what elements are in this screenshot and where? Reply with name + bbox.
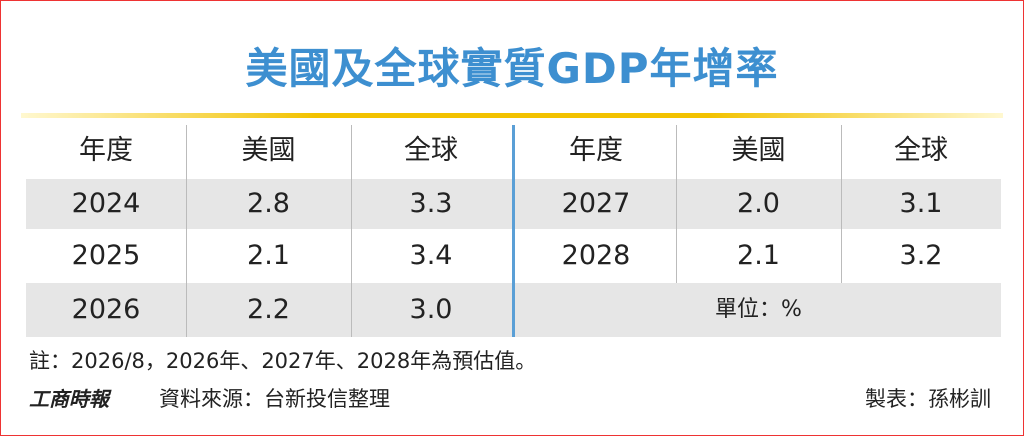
table-cell: 2.1	[247, 240, 290, 271]
table-cell: 2.2	[247, 294, 290, 325]
table-cell: 3.4	[409, 240, 453, 271]
column-header: 全球	[894, 135, 948, 166]
title-underline	[21, 113, 1003, 118]
source: 資料來源：台新投信整理	[159, 387, 390, 411]
column-header: 年度	[79, 135, 133, 166]
table-cell: 2025	[71, 240, 141, 271]
table-cell: 2024	[71, 188, 141, 219]
column-divider	[841, 125, 842, 283]
table-cell: 2026	[71, 294, 141, 325]
table-cell: 3.0	[409, 294, 453, 325]
column-divider	[351, 125, 352, 337]
unit: 單位：%	[715, 297, 802, 322]
column-divider	[186, 125, 187, 337]
table-cell: 3.2	[899, 240, 943, 271]
table-cell: 3.3	[409, 188, 453, 219]
table-separator	[512, 125, 515, 337]
logo: 工商時報	[29, 387, 109, 411]
column-divider	[676, 125, 677, 283]
column-header: 全球	[404, 135, 458, 166]
table-cell: 2.1	[737, 240, 780, 271]
column-header: 美國	[731, 135, 786, 166]
credit: 製表：孫彬訓	[865, 387, 991, 411]
column-header: 美國	[241, 135, 296, 166]
table-cell: 2028	[561, 240, 631, 271]
note: 註：2026/8，2026年、2027年、2028年為預估值。	[29, 349, 537, 373]
title: 美國及全球實質GDP年增率	[245, 44, 779, 93]
table-cell: 2.0	[737, 188, 780, 219]
table-cell: 2.8	[247, 188, 290, 219]
table-cell: 2027	[561, 188, 631, 219]
table-cell: 3.1	[899, 188, 943, 219]
column-header: 年度	[569, 135, 623, 166]
